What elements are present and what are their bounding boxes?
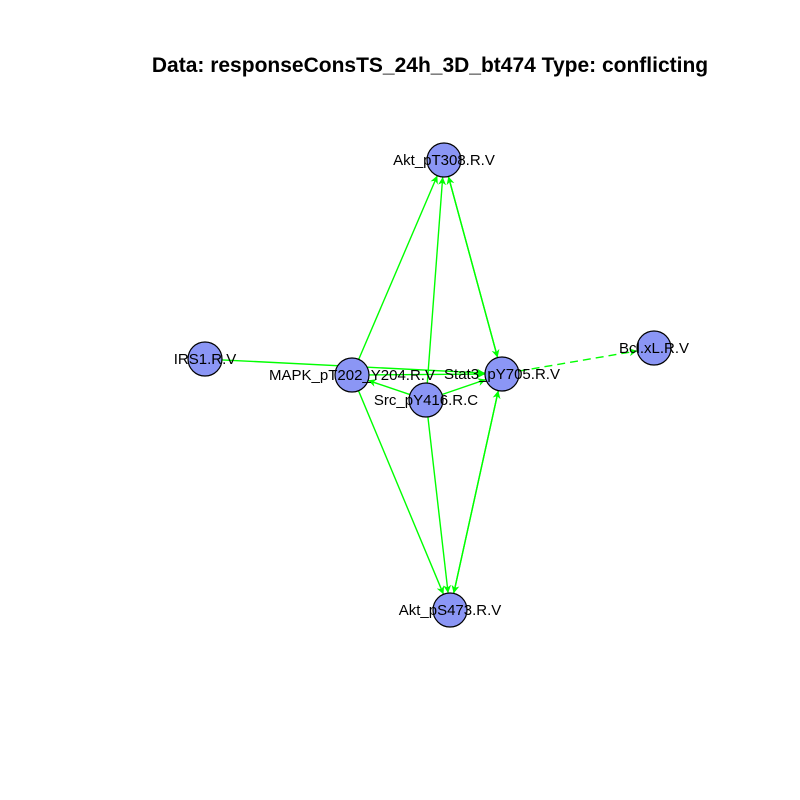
node-label: IRS1.R.V — [174, 351, 237, 368]
edge-mapk-to-stat3 — [368, 370, 486, 379]
node-irs1: IRS1.R.V — [174, 341, 237, 377]
node-circle — [484, 356, 520, 392]
node-circle — [636, 330, 672, 366]
node-circle — [334, 357, 370, 393]
node-circle — [426, 142, 462, 178]
node-akt_t308: Akt_pT308.R.V — [393, 142, 495, 178]
node-label: Src_pY416.R.C — [374, 392, 478, 409]
edge-src-to-akt_t308 — [426, 176, 447, 384]
node-label: Akt_pT308.R.V — [393, 152, 495, 169]
node-mapk: MAPK_pT202_Y204.R.V — [269, 357, 435, 393]
edge-stat3-to-bclxl — [518, 348, 638, 372]
edge-src-to-akt_s473 — [427, 416, 452, 594]
edge-src-to-stat3 — [441, 378, 487, 396]
node-src: Src_pY416.R.C — [374, 382, 478, 418]
graph-title: Data: responseConsTS_24h_3D_bt474 Type: … — [152, 54, 708, 77]
edge-akt_s473-to-stat3 — [453, 390, 501, 594]
nodes-layer: Akt_pT308.R.V IRS1.R.V MAPK_pT202_Y204.R.V… — [174, 142, 689, 628]
node-circle — [187, 341, 223, 377]
node-akt_s473: Akt_pS473.R.V — [399, 592, 502, 628]
node-label: Bcl.xL.R.V — [619, 340, 689, 357]
node-label: MAPK_pT202_Y204.R.V — [269, 367, 435, 384]
edge-src-to-mapk — [367, 379, 411, 396]
node-stat3: Stat3_pY705.R.V — [444, 356, 560, 392]
node-label: Akt_pS473.R.V — [399, 602, 502, 619]
node-circle — [432, 592, 468, 628]
edge-stat3-to-akt_t308 — [446, 176, 499, 358]
edge-mapk-to-akt_t308 — [358, 175, 438, 360]
node-bclxl: Bcl.xL.R.V — [619, 330, 689, 366]
edge-mapk-to-akt_s473 — [357, 390, 445, 595]
node-label: Stat3_pY705.R.V — [444, 366, 560, 383]
node-circle — [408, 382, 444, 418]
